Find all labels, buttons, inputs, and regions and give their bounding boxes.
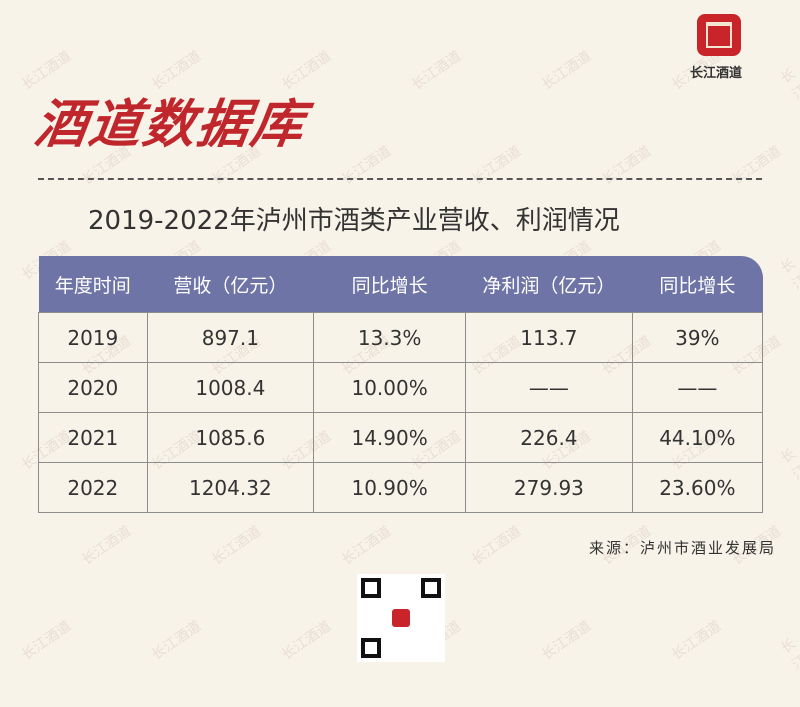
watermark-text: 长江酒道 [777, 445, 800, 484]
header-revenue-growth: 同比增长 [313, 256, 466, 313]
watermark-text: 长江酒道 [598, 143, 654, 189]
table-cell: 226.4 [465, 412, 633, 463]
qr-code [357, 574, 445, 662]
table-cell: 1085.6 [146, 412, 315, 463]
table-cell: 1008.4 [146, 362, 315, 413]
table-row: 2021 1085.6 14.90% 226.4 44.10% [38, 412, 764, 463]
table-cell: —— [631, 362, 764, 413]
table-cell: 10.00% [313, 362, 467, 413]
watermark-text: 长江酒道 [408, 48, 464, 94]
table-cell: 113.7 [465, 312, 633, 363]
table-cell: 14.90% [313, 412, 467, 463]
logo-text: 长江酒道 [690, 66, 743, 81]
watermark-text: 长江酒道 [148, 618, 204, 664]
watermark-text: 长江酒道 [338, 523, 394, 569]
watermark-text: 长江酒道 [18, 618, 74, 664]
brand-title: 酒道数据库 [31, 95, 310, 155]
watermark-text: 长江酒道 [538, 48, 594, 94]
logo-icon [697, 14, 741, 56]
table-cell: 44.10% [631, 412, 764, 463]
watermark-text: 长江酒道 [468, 143, 524, 189]
watermark-text: 长江酒道 [78, 523, 134, 569]
watermark-text: 长江酒道 [777, 635, 800, 674]
watermark-text: 长江酒道 [728, 143, 784, 189]
table-cell: 2019 [38, 312, 148, 363]
table-row: 2020 1008.4 10.00% —— —— [38, 362, 764, 413]
table-cell: —— [465, 362, 633, 413]
table-cell: 2020 [38, 362, 148, 413]
table-cell: 2021 [38, 412, 148, 463]
watermark-text: 长江酒道 [468, 523, 524, 569]
watermark-text: 长江酒道 [278, 618, 334, 664]
table-row: 2022 1204.32 10.90% 279.93 23.60% [38, 462, 764, 513]
table-cell: 39% [631, 312, 764, 363]
header-year: 年度时间 [38, 256, 148, 313]
watermark-text: 长江酒道 [538, 618, 594, 664]
header-revenue: 营收（亿元） [147, 256, 314, 313]
watermark-text: 长江酒道 [338, 143, 394, 189]
table-cell: 897.1 [146, 312, 315, 363]
dashed-divider [38, 178, 762, 180]
data-table: 年度时间 营收（亿元） 同比增长 净利润（亿元） 同比增长 2019 897.1 1… [38, 256, 764, 513]
table-cell: 23.60% [631, 462, 764, 513]
source-note: 来源：泸州市酒业发展局 [588, 539, 776, 557]
table-row: 2019 897.1 13.3% 113.7 39% [38, 312, 764, 363]
qr-logo-icon [392, 609, 410, 627]
watermark-text: 长江酒道 [668, 618, 724, 664]
header-net-profit: 净利润（亿元） [465, 256, 633, 313]
table-cell: 279.93 [465, 462, 633, 513]
table-cell: 13.3% [313, 312, 467, 363]
table-cell: 2022 [38, 462, 148, 513]
watermark-text: 长江酒道 [208, 523, 264, 569]
watermark-text: 长江酒道 [777, 255, 800, 294]
page-subtitle: 2019-2022年泸州市酒类产业营收、利润情况 [88, 206, 620, 236]
watermark-text: 长江酒道 [777, 65, 800, 104]
header-profit-growth: 同比增长 [632, 256, 763, 313]
table-header-row: 年度时间 营收（亿元） 同比增长 净利润（亿元） 同比增长 [38, 256, 763, 313]
table-cell: 1204.32 [146, 462, 315, 513]
table-cell: 10.90% [313, 462, 467, 513]
